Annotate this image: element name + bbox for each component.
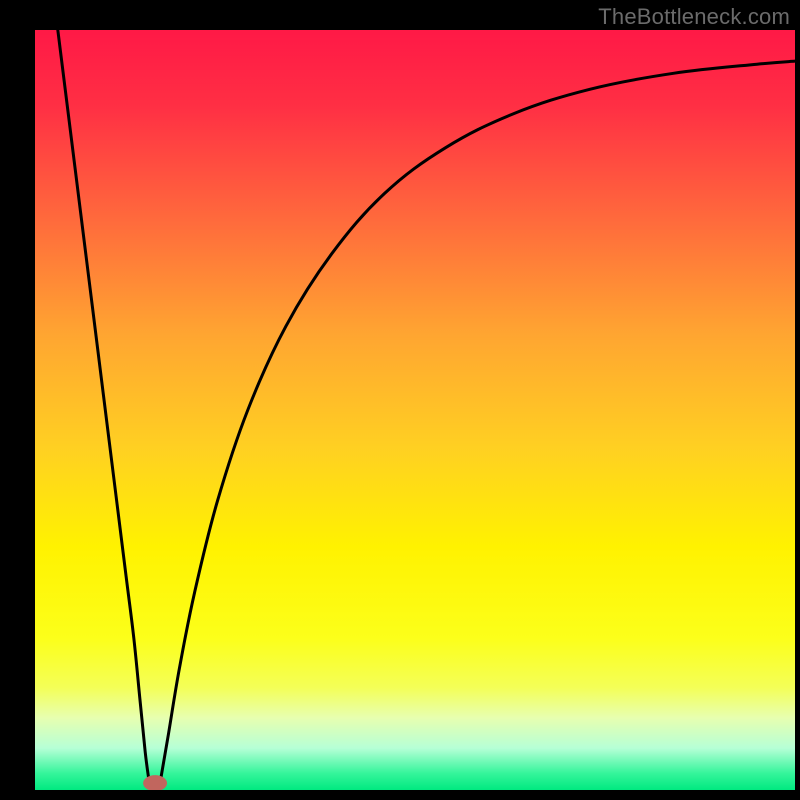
- gradient-background: [35, 30, 795, 790]
- watermark-text: TheBottleneck.com: [598, 4, 790, 30]
- chart-svg: [35, 30, 795, 790]
- chart-frame: TheBottleneck.com: [0, 0, 800, 800]
- plot-area: [35, 30, 795, 790]
